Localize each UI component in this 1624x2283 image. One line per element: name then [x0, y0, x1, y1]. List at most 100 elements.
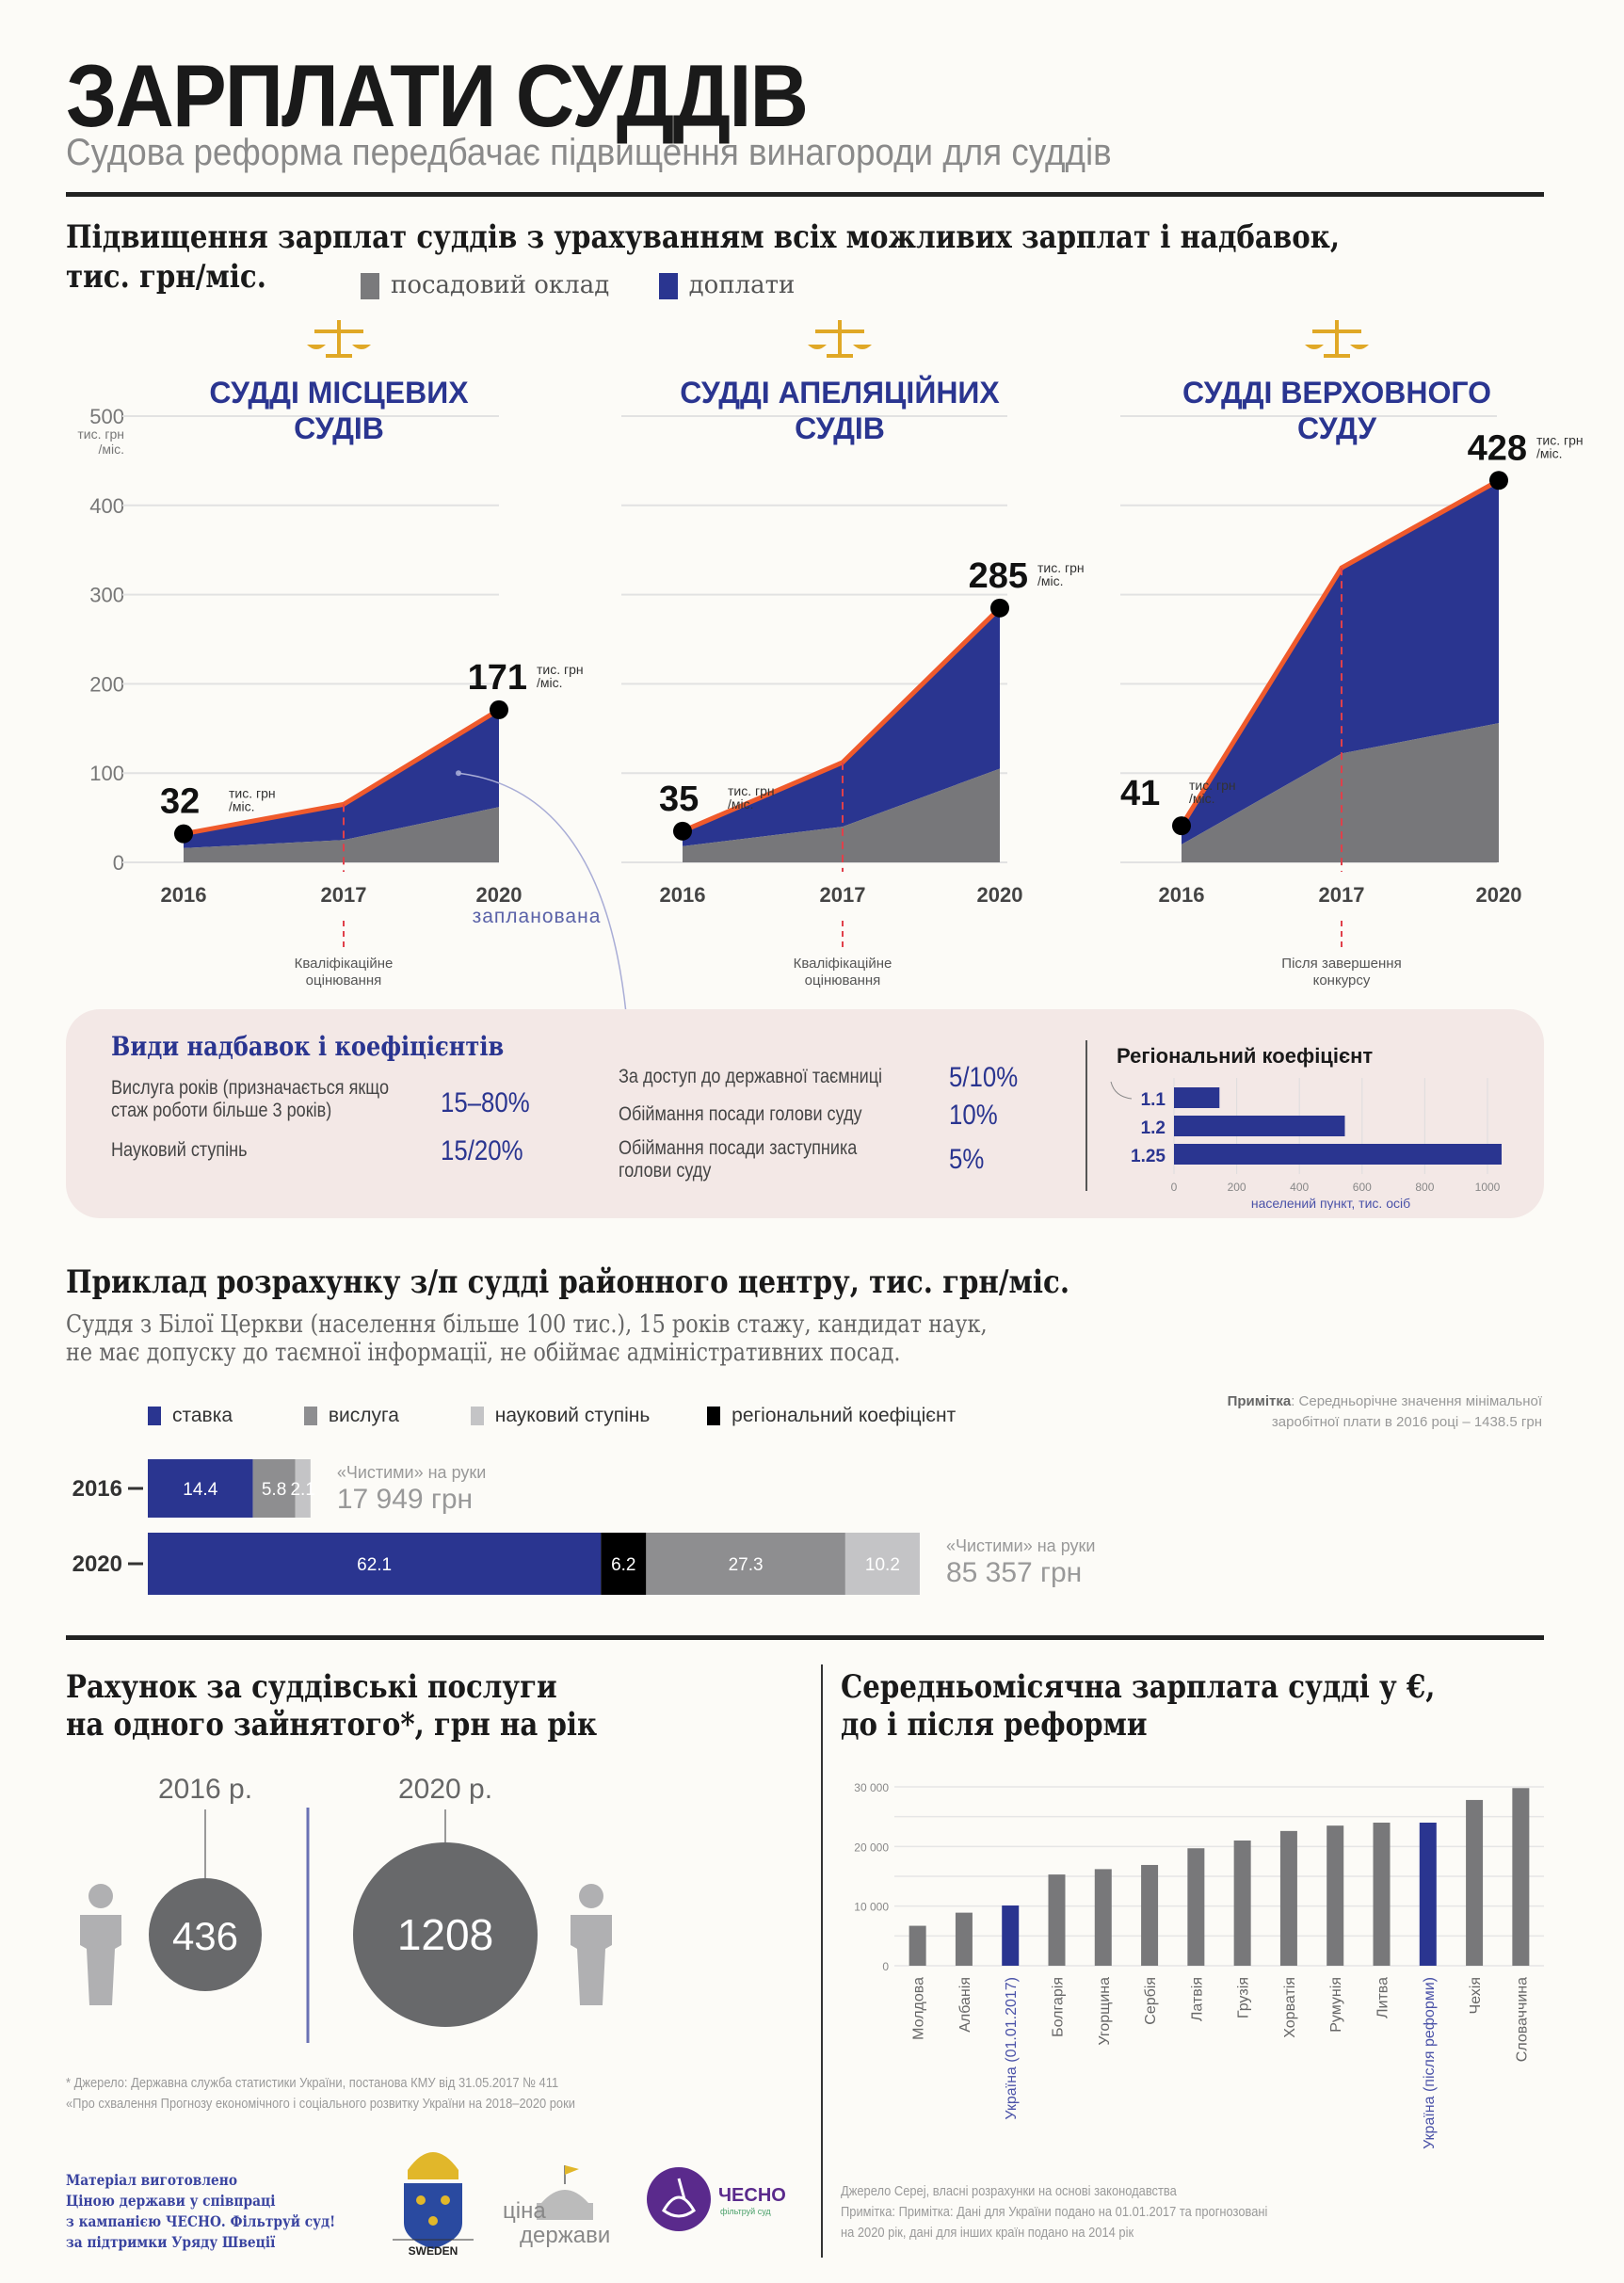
y-tick-label: 200	[89, 672, 124, 696]
y-tick-label: 300	[89, 584, 124, 607]
data-point	[1489, 471, 1508, 490]
end-value-label: 428	[1468, 428, 1527, 468]
scales-pans-icon	[1305, 345, 1369, 349]
legend-swatch-degree	[470, 1407, 484, 1426]
euro-category-label: Албанія	[957, 1977, 973, 2033]
net-value: 17 949 грн	[337, 1484, 473, 1515]
euro-bar	[908, 1925, 926, 1966]
segment-value-label: 62.1	[357, 1555, 392, 1575]
y-tick-label: 20 000	[854, 1841, 889, 1854]
x-tick-label: 800	[1415, 1181, 1434, 1194]
euro-category-label: Україна (01.01.2017)	[1004, 1977, 1020, 2120]
example-note-line2: заробітної плати в 2016 році – 1438.5 гр…	[1271, 1414, 1542, 1430]
stacked-category-label: 2016	[72, 1476, 122, 1502]
chesno-logo-subtext: фільтруй суд	[720, 2207, 771, 2216]
cina-logo-text2: держави	[520, 2223, 610, 2248]
y-tick-label: 0	[113, 851, 124, 875]
allowance-label-seniority: Вислуга років (призначається якщо стаж р…	[111, 1077, 389, 1121]
section1-title-line2: тис. грн/міс.	[66, 258, 266, 296]
regional-title: Регіональний коефіцієнт	[1117, 1044, 1373, 1068]
legend-item-bonus: доплати	[658, 271, 796, 299]
allowance-label-degree: Науковий ступінь	[111, 1139, 248, 1161]
footer-credit-line: з кампанією ЧЕСНО. Фільтруй суд!	[66, 2212, 336, 2230]
x-tick-label: 2020	[977, 883, 1023, 907]
stacked-segment	[844, 1533, 920, 1595]
segment-value-label: 10.2	[865, 1555, 900, 1575]
legend-label-salary: посадовий оклад	[391, 271, 610, 299]
section-divider	[66, 1635, 1544, 1640]
allowances-panel	[66, 1009, 1544, 1218]
example-stacked-bar-chart: 2016 14.4 5.8 2.1 «Чистими» на руки 17 949 гр…	[72, 1459, 1095, 1595]
unit-label: тис. грн	[728, 783, 775, 798]
annotation-2017: Кваліфікаційне	[794, 956, 892, 972]
annotation-2017: оцінювання	[805, 973, 881, 989]
person-icon	[571, 1915, 612, 2005]
chart-title-line2: СУДУ	[1297, 411, 1377, 445]
legend-item-salary: посадовий оклад	[361, 271, 609, 299]
annotation-2017: Після завершення	[1281, 956, 1401, 972]
data-point	[490, 699, 508, 719]
x-tick-label: 2020	[476, 883, 523, 907]
unit-label: /міс.	[229, 799, 255, 814]
legend-item-seniority: вислуга	[303, 1405, 399, 1426]
euro-title-line1: Середньомісячна зарплата судді у €,	[841, 1668, 1436, 1706]
euro-bar	[1466, 1799, 1484, 1966]
sweden-logo: SWEDEN	[393, 2152, 474, 2258]
euro-bar	[1279, 1830, 1297, 1966]
segment-value-label: 6.2	[611, 1555, 635, 1575]
chart-title-line1: СУДДІ МІСЦЕВИХ	[209, 376, 469, 410]
euro-category-label: Хорватія	[1282, 1977, 1298, 2038]
footer-credit-line: Ціною держави у співпраці	[66, 2192, 276, 2210]
area-bonus	[683, 607, 1000, 846]
bubble-value: 436	[172, 1914, 238, 1958]
allowance-value-degree: 15/20%	[441, 1135, 523, 1166]
bill-source-line2: «Про схвалення Прогнозу економічного і с…	[66, 2096, 575, 2112]
euro-bar	[1233, 1841, 1251, 1966]
regional-bar	[1174, 1087, 1220, 1108]
y-tick-label: 500	[89, 405, 124, 428]
example-note-line1: : Середньорічне значення мінімальної	[1291, 1393, 1542, 1409]
legend-swatch-salary	[361, 273, 379, 299]
stacked-segment	[148, 1533, 602, 1595]
bracket	[1110, 1081, 1133, 1100]
euro-title-line2: до і після реформи	[841, 1706, 1148, 1744]
euro-bar	[1048, 1874, 1066, 1966]
legend-swatch-regional	[707, 1407, 721, 1426]
flag-icon	[565, 2165, 579, 2175]
euro-source-line2: Примітка: Примітка: Дані для України под…	[841, 2204, 1268, 2220]
euro-category-label: Молдова	[911, 1977, 927, 2040]
legend-swatch-rate	[148, 1407, 161, 1426]
unit-label: тис. грн	[1536, 432, 1584, 447]
allowance-value-head: 10%	[949, 1100, 998, 1131]
regional-xlabel: населений пункт, тис. осіб	[1251, 1196, 1410, 1210]
unit-label: /міс.	[728, 796, 754, 812]
euro-bar	[1187, 1848, 1205, 1966]
euro-bar	[955, 1912, 973, 1966]
chesno-logo: ЧЕСНО фільтруй суд	[647, 2167, 786, 2231]
footer-credit-line: Матеріал виготовлено	[66, 2171, 238, 2189]
bubble-year-label: 2020 р.	[398, 1774, 492, 1805]
example-title: Приклад розрахунку з/п судді районного ц…	[66, 1263, 1070, 1301]
allowance-label-secret: За доступ до державної таємниці	[619, 1066, 883, 1087]
allowance-label-deputy: Обіймання посади заступника голови суду	[619, 1137, 858, 1182]
page-subtitle: Судова реформа передбачає підвищення вин…	[66, 132, 1112, 173]
bubble-year-label: 2016 р.	[158, 1774, 252, 1805]
header-divider	[66, 192, 1544, 197]
segment-value-label: 14.4	[183, 1480, 217, 1500]
chart-title-line1: СУДДІ АПЕЛЯЦІЙНИХ	[680, 376, 1000, 410]
net-value: 85 357 грн	[946, 1557, 1082, 1588]
scales-icon	[1312, 320, 1361, 358]
y-tick-label: 100	[89, 762, 124, 785]
chart-title-line1: СУДДІ ВЕРХОВНОГО	[1182, 376, 1491, 410]
example-desc-line2: не має допуску до таємної інформації, не…	[66, 1339, 901, 1367]
legend-label-bonus: доплати	[688, 271, 796, 299]
example-desc-line1: Суддя з Білої Церкви (населення більше 1…	[66, 1310, 988, 1339]
annotation-2017: Кваліфікаційне	[295, 956, 394, 972]
stacked-segment	[295, 1459, 311, 1518]
segment-value-label: 2.1	[290, 1480, 314, 1500]
total-line	[1179, 478, 1501, 828]
y-tick-label: 0	[882, 1960, 889, 1973]
start-value-label: 35	[659, 780, 699, 819]
euro-category-label: Україна (після реформи)	[1422, 1977, 1438, 2149]
euro-category-label: Болгарія	[1051, 1977, 1067, 2037]
